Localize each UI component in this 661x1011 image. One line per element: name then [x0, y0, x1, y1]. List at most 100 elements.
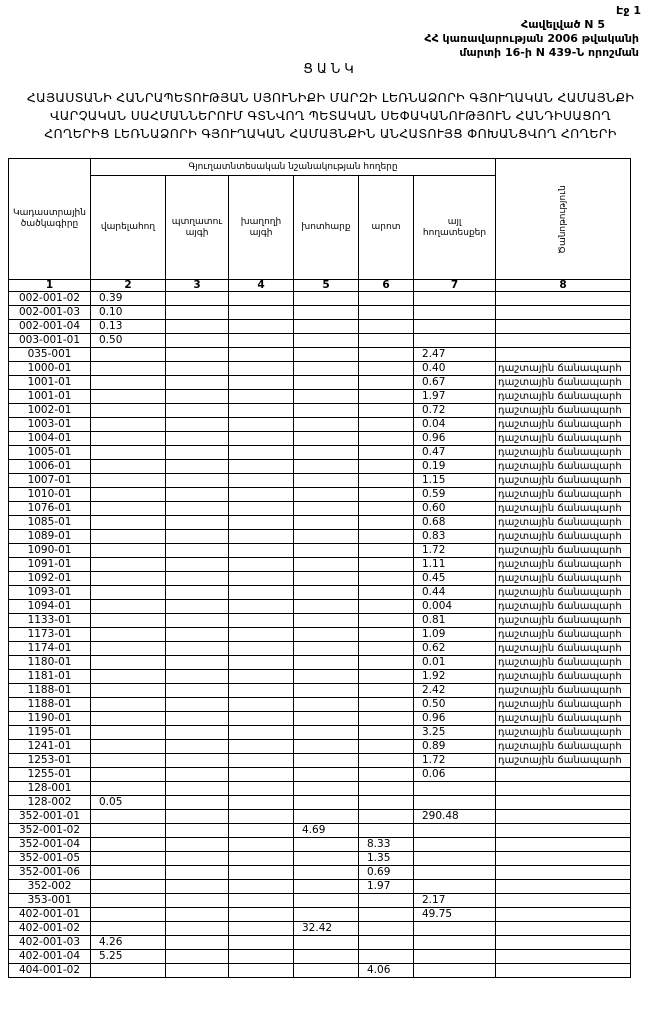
- table-row: 003-001-01 0.50: [8, 333, 632, 348]
- area-value: [165, 501, 229, 516]
- area-value: [293, 431, 359, 446]
- decree-line: ՀՀ կառավարության 2006 թվականի: [424, 32, 639, 45]
- table-row: 1000-01 0.40 դաշտային ճանապարհ: [8, 361, 632, 376]
- cadastral-code: 1241-01: [8, 739, 91, 754]
- area-value: [358, 291, 414, 306]
- area-value: [228, 291, 294, 306]
- area-value: [90, 445, 166, 460]
- table-row: 1002-01 0.72 դաշտային ճանապարհ: [8, 403, 632, 418]
- note: դաշտային ճանապարհ: [495, 389, 632, 404]
- note: դաշտային ճանապարհ: [495, 487, 632, 502]
- area-value: [293, 697, 359, 712]
- area-value: [165, 767, 229, 782]
- table-row: 402-001-01 49.75: [8, 907, 632, 922]
- table-row: 1188-01 0.50 դաշտային ճանապարհ: [8, 697, 632, 712]
- area-value: 4.26: [90, 935, 166, 950]
- area-value: 0.01: [412, 655, 497, 670]
- table-row: 1089-01 0.83 դաշտային ճանապարհ: [8, 529, 632, 544]
- area-value: [165, 375, 229, 390]
- area-value: [293, 725, 359, 740]
- column-number: 5: [293, 279, 359, 292]
- area-value: [165, 851, 229, 866]
- table-row: 035-001 2.47: [8, 347, 632, 362]
- cadastral-code: 402-001-04: [8, 949, 91, 964]
- area-value: [412, 795, 497, 810]
- cadastral-code: 1181-01: [8, 669, 91, 684]
- area-value: [165, 459, 229, 474]
- cadastral-code: 1007-01: [8, 473, 91, 488]
- area-value: [412, 291, 497, 306]
- area-value: [358, 333, 414, 348]
- area-value: [228, 375, 294, 390]
- column-header: վարելահող: [90, 175, 166, 280]
- area-value: 1.72: [412, 543, 497, 558]
- area-value: [228, 921, 294, 936]
- area-value: [228, 739, 294, 754]
- area-value: [293, 291, 359, 306]
- area-value: 1.97: [412, 389, 497, 404]
- column-header: Կադաստրային ծածկագիրը: [8, 158, 91, 280]
- area-value: [358, 543, 414, 558]
- area-value: 0.68: [412, 515, 497, 530]
- table-row: 1076-01 0.60 դաշտային ճանապարհ: [8, 501, 632, 516]
- area-value: [358, 305, 414, 320]
- table-row: 352-001-02 4.69: [8, 823, 632, 838]
- area-value: [165, 697, 229, 712]
- table-row: 1001-01 0.67 դաշտային ճանապարհ: [8, 375, 632, 390]
- column-header: պտղատու այգի: [165, 175, 229, 280]
- cadastral-code: 1255-01: [8, 767, 91, 782]
- table-row: 1195-01 3.25 դաշտային ճանապարհ: [8, 725, 632, 740]
- note: [495, 865, 632, 880]
- area-value: [293, 627, 359, 642]
- area-value: [90, 571, 166, 586]
- area-value: 0.05: [90, 795, 166, 810]
- area-value: [412, 921, 497, 936]
- area-value: [165, 641, 229, 656]
- area-value: [165, 291, 229, 306]
- area-value: 0.45: [412, 571, 497, 586]
- note: [495, 879, 632, 894]
- cadastral-code: 402-001-01: [8, 907, 91, 922]
- note: դաշտային ճանապարհ: [495, 375, 632, 390]
- area-value: 1.72: [412, 753, 497, 768]
- area-value: [90, 725, 166, 740]
- area-value: [228, 641, 294, 656]
- area-value: 0.44: [412, 585, 497, 600]
- area-value: [165, 865, 229, 880]
- cadastral-code: 352-001-06: [8, 865, 91, 880]
- area-value: 5.25: [90, 949, 166, 964]
- area-value: [293, 683, 359, 698]
- table-row: 1173-01 1.09 դաշտային ճանապարհ: [8, 627, 632, 642]
- area-value: [293, 613, 359, 628]
- table-row: 352-001-04 8.33: [8, 837, 632, 852]
- area-value: [358, 711, 414, 726]
- cadastral-code: 1188-01: [8, 697, 91, 712]
- table-row: 352-001-05 1.35: [8, 851, 632, 866]
- area-value: [358, 599, 414, 614]
- area-value: [293, 963, 359, 978]
- area-value: [358, 949, 414, 964]
- cadastral-code: 128-002: [8, 795, 91, 810]
- table-row: 352-001-01 290.48: [8, 809, 632, 824]
- area-value: [165, 921, 229, 936]
- cadastral-code: 1005-01: [8, 445, 91, 460]
- area-value: [165, 823, 229, 838]
- area-value: [293, 949, 359, 964]
- area-value: [293, 753, 359, 768]
- area-value: [358, 501, 414, 516]
- area-value: [228, 515, 294, 530]
- area-value: [90, 907, 166, 922]
- area-value: [293, 893, 359, 908]
- area-value: [90, 753, 166, 768]
- area-value: 3.25: [412, 725, 497, 740]
- table-row: 1003-01 0.04 դաշտային ճանապարհ: [8, 417, 632, 432]
- group-header: Գյուղատնտեսական նշանակության հողերը: [89, 157, 497, 177]
- table-row: 1253-01 1.72 դաշտային ճանապարհ: [8, 753, 632, 768]
- area-value: [228, 319, 294, 334]
- area-value: [412, 851, 497, 866]
- cadastral-code: 353-001: [8, 893, 91, 908]
- area-value: [90, 375, 166, 390]
- cadastral-code: 1174-01: [8, 641, 91, 656]
- area-value: [358, 641, 414, 656]
- cadastral-code: 002-001-03: [8, 305, 91, 320]
